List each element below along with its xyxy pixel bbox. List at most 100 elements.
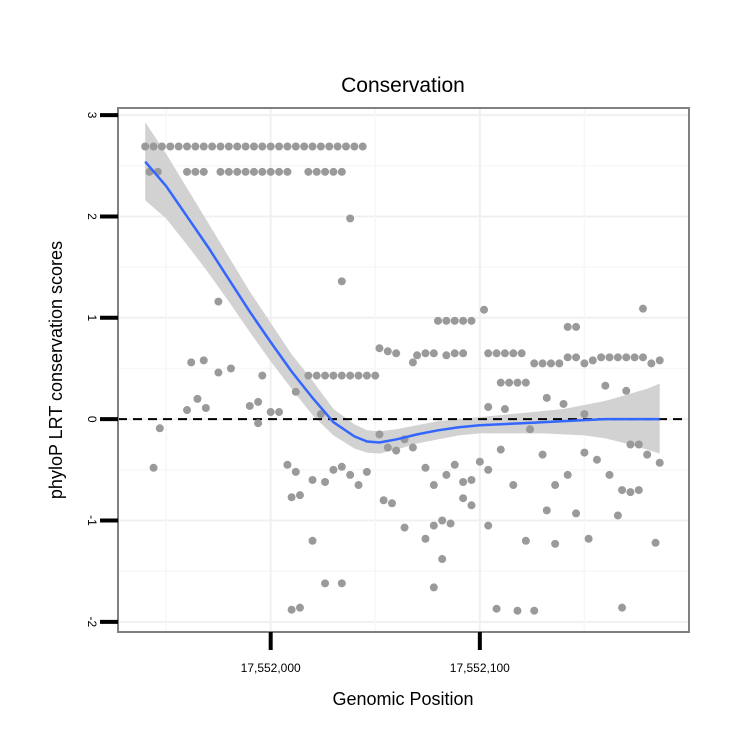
data-point <box>254 419 263 428</box>
data-point <box>304 371 313 380</box>
data-points <box>141 142 664 615</box>
confidence-band <box>145 122 660 454</box>
data-point <box>383 443 392 452</box>
data-point <box>191 167 200 176</box>
data-point <box>638 353 647 362</box>
data-point <box>559 399 568 408</box>
data-point <box>459 477 468 486</box>
smooth-line <box>144 160 660 444</box>
data-point <box>492 604 501 613</box>
data-point <box>551 481 560 490</box>
data-point <box>308 536 317 545</box>
data-point <box>287 605 296 614</box>
data-point <box>316 142 325 151</box>
data-point <box>329 371 338 380</box>
data-point <box>509 481 518 490</box>
data-point <box>551 539 560 548</box>
data-point <box>258 371 267 380</box>
data-point <box>149 142 158 151</box>
data-point <box>429 481 438 490</box>
data-point <box>484 465 493 474</box>
data-point <box>500 405 509 414</box>
data-point <box>572 322 581 331</box>
data-point <box>208 142 217 151</box>
axes: -2 -1 0 1 2 3 17,552,000 17,552,100 <box>85 112 510 675</box>
data-point <box>618 486 627 495</box>
data-point <box>258 167 267 176</box>
data-point <box>429 349 438 358</box>
data-point <box>517 349 526 358</box>
data-point <box>199 356 208 365</box>
data-point <box>459 494 468 503</box>
data-point <box>509 349 518 358</box>
data-point <box>563 353 572 362</box>
data-point <box>563 322 572 331</box>
data-point <box>321 167 330 176</box>
data-point <box>408 358 417 367</box>
data-point <box>613 511 622 520</box>
data-point <box>354 371 363 380</box>
data-point <box>572 509 581 518</box>
data-point <box>295 603 304 612</box>
data-point <box>300 142 309 151</box>
data-point <box>647 359 656 368</box>
data-point <box>329 167 338 176</box>
data-point <box>392 446 401 455</box>
data-point <box>358 142 367 151</box>
data-point <box>291 467 300 476</box>
data-point <box>605 470 614 479</box>
y-axis-title: phyloP LRT conservation scores <box>46 241 66 499</box>
data-point <box>442 316 451 325</box>
data-point <box>513 606 522 615</box>
data-point <box>275 408 284 417</box>
data-point <box>346 214 355 223</box>
data-point <box>224 167 233 176</box>
data-point <box>634 440 643 449</box>
data-point <box>283 460 292 469</box>
data-point <box>329 465 338 474</box>
data-point <box>216 167 225 176</box>
data-point <box>584 534 593 543</box>
data-point <box>214 368 223 377</box>
data-point <box>521 378 530 387</box>
y-tick-label: -1 <box>85 515 99 526</box>
data-point <box>233 167 242 176</box>
data-point <box>450 349 459 358</box>
data-point <box>480 305 489 314</box>
data-point <box>484 402 493 411</box>
data-point <box>438 555 447 564</box>
data-point <box>199 142 208 151</box>
data-point <box>321 579 330 588</box>
data-point <box>214 297 223 306</box>
data-point <box>521 536 530 545</box>
data-point <box>588 356 597 365</box>
data-point <box>155 424 164 433</box>
data-point <box>325 142 334 151</box>
x-axis-title: Genomic Position <box>332 689 473 709</box>
data-point <box>337 462 346 471</box>
data-point <box>362 371 371 380</box>
data-point <box>484 349 493 358</box>
data-point <box>312 167 321 176</box>
data-point <box>563 470 572 479</box>
data-point <box>538 450 547 459</box>
confidence-band-layer <box>145 122 660 454</box>
data-point <box>187 358 196 367</box>
data-point <box>475 457 484 466</box>
x-tick-label: 17,552,100 <box>450 661 510 675</box>
data-point <box>459 316 468 325</box>
data-point <box>421 463 430 472</box>
data-point <box>346 371 355 380</box>
data-point <box>630 353 639 362</box>
data-point <box>283 167 292 176</box>
data-point <box>308 142 317 151</box>
y-tick-label: 0 <box>85 416 99 423</box>
data-point <box>429 521 438 530</box>
data-point <box>241 142 250 151</box>
data-point <box>337 167 346 176</box>
data-point <box>392 349 401 358</box>
data-point <box>266 142 275 151</box>
data-point <box>626 488 635 497</box>
data-point <box>580 359 589 368</box>
data-point <box>304 167 313 176</box>
